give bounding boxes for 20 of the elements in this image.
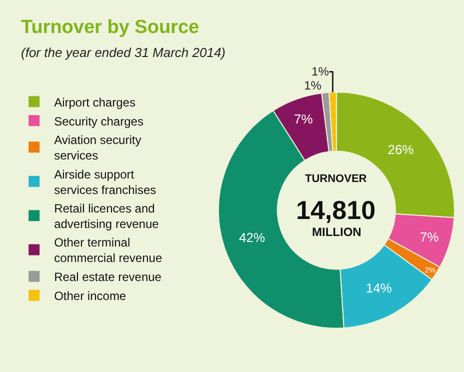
chart-subtitle: (for the year ended 31 March 2014) [21, 45, 226, 60]
legend-label: Other terminal commercial revenue [54, 236, 162, 266]
data-label: 26% [388, 142, 414, 158]
data-label: 42% [238, 230, 266, 246]
legend-label: Airport charges [54, 95, 136, 110]
legend-label: Other income [54, 289, 126, 304]
text: TURNOVER [305, 173, 367, 185]
data-label: 7% [420, 230, 440, 245]
legend-label: Aviation security services [54, 133, 142, 163]
data-label: 7% [294, 112, 314, 127]
data-label: 14% [366, 280, 392, 296]
text: MILLION [312, 225, 362, 239]
legend-label: Real estate revenue [54, 270, 162, 284]
chart-title: Turnover by Source [21, 17, 200, 38]
legend-label: Retail licences and advertising revenue [54, 201, 160, 232]
text: 14,810 [296, 195, 376, 225]
data-label: 1% [304, 78, 322, 93]
legend-label: Airside support services franchises [54, 167, 156, 197]
data-label: 1% [312, 64, 330, 79]
legend-label: Security charges [54, 114, 144, 128]
